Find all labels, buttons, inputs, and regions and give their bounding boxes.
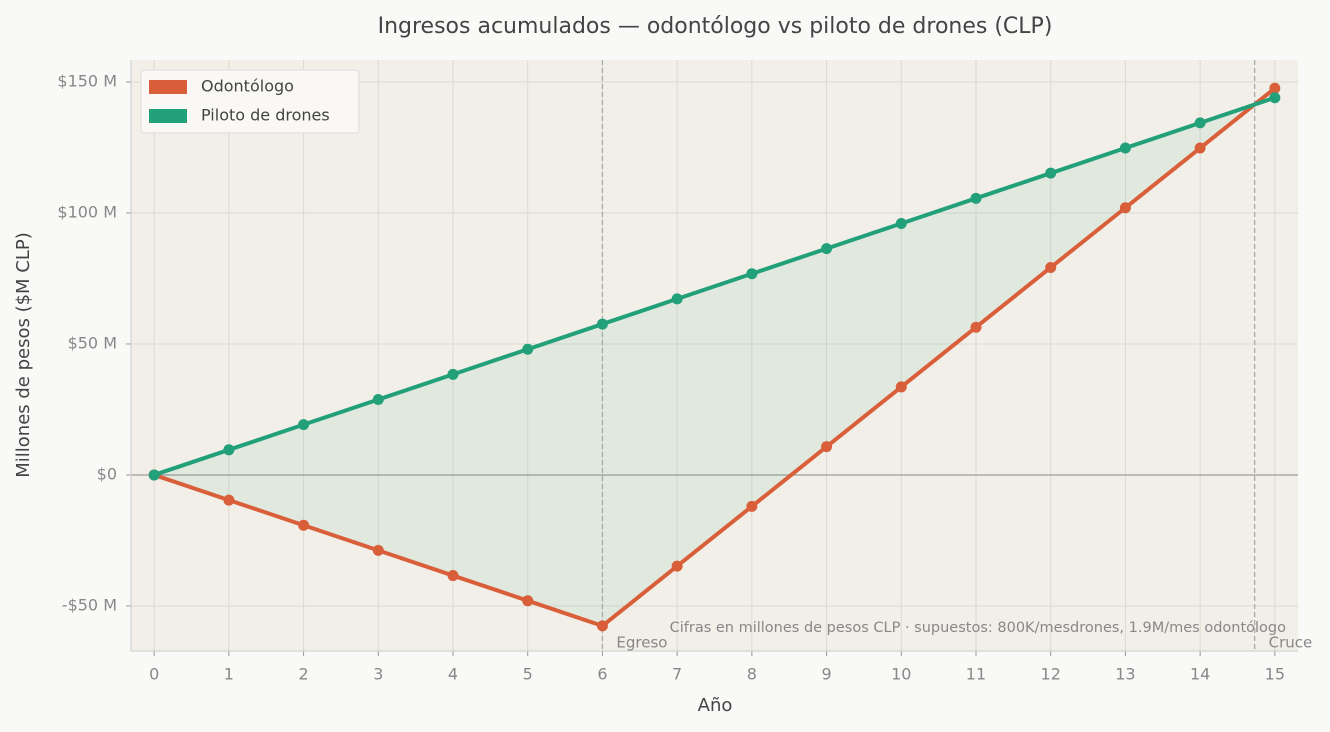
data-point [447,368,459,380]
data-point [671,293,683,305]
chart-title: Ingresos acumulados — odontólogo vs pilo… [378,14,1053,39]
x-tick-label: 2 [298,665,308,684]
data-point [746,500,758,512]
data-point [671,560,683,572]
data-point [1119,142,1131,154]
legend-label: Piloto de drones [201,106,330,125]
x-tick-label: 1 [224,665,234,684]
plot-area [131,60,1298,651]
data-point [447,570,459,582]
y-tick-label: -$50 M [62,595,117,614]
x-tick-label: 9 [821,665,831,684]
x-axis-label: Año [698,695,733,716]
y-axis-label: Millones de pesos ($M CLP) [13,232,34,478]
x-tick-label: 14 [1190,665,1210,684]
x-tick-label: 0 [149,665,159,684]
marker-label: Cruce [1269,634,1313,652]
x-tick-label: 15 [1265,665,1285,684]
y-tick-label: $100 M [57,202,117,221]
annotation: Cifras en millones de pesos CLP · supues… [670,620,1287,636]
data-point [298,519,310,531]
x-tick-label: 3 [373,665,383,684]
legend-box [140,69,360,134]
data-point [1119,202,1131,214]
marker-label: Egreso [616,634,667,652]
y-tick-label: $50 M [68,333,117,352]
data-point [895,381,907,393]
data-point [148,469,160,481]
y-tick-label: $150 M [57,72,117,91]
data-point [298,419,310,431]
legend-swatch [149,109,187,123]
x-tick-label: 12 [1041,665,1061,684]
data-point [895,217,907,229]
data-point [1045,167,1057,179]
data-point [821,441,833,453]
data-point [372,394,384,406]
data-point [522,595,534,607]
fill-between [154,88,1275,626]
data-point [223,494,235,506]
legend-label: Odontólogo [201,77,294,96]
series-line [153,95,1276,477]
data-point [1269,82,1281,94]
data-point [596,318,608,330]
series-line [153,86,1277,628]
data-point [1045,261,1057,273]
y-tick-label: $0 [97,464,117,483]
data-point [746,268,758,280]
legend-swatch [149,80,187,94]
data-point [223,444,235,456]
x-tick-label: 6 [597,665,607,684]
data-point [1194,117,1206,129]
data-point [596,620,608,632]
data-point [1269,92,1281,104]
data-point [372,544,384,556]
x-tick-label: 10 [891,665,911,684]
x-tick-label: 11 [966,665,986,684]
data-point [970,321,982,333]
x-tick-label: 5 [523,665,533,684]
x-tick-label: 8 [747,665,757,684]
data-point [970,192,982,204]
data-point [522,343,534,355]
x-tick-label: 13 [1115,665,1135,684]
x-tick-label: 4 [448,665,458,684]
data-point [821,243,833,255]
data-point [1194,142,1206,154]
x-tick-label: 7 [672,665,682,684]
